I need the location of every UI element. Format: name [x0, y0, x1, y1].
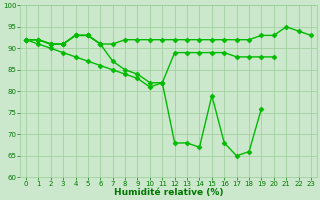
X-axis label: Humidité relative (%): Humidité relative (%): [114, 188, 223, 197]
